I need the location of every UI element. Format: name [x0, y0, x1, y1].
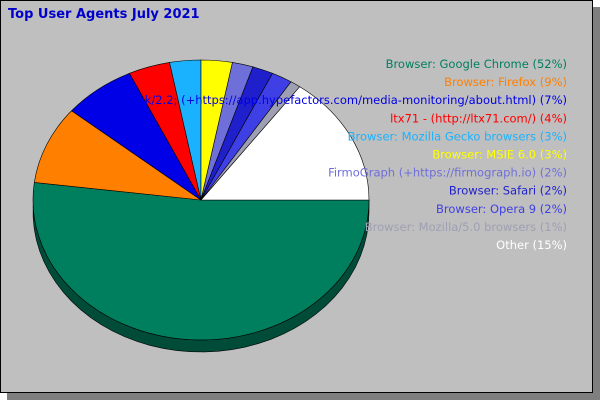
chart-title: Top User Agents July 2021	[8, 7, 200, 22]
legend-entry: Browser: Opera 9 (2%)	[436, 202, 567, 216]
legend-entry: Browser: Safari (2%)	[449, 184, 567, 198]
pie-slice	[200, 86, 370, 201]
legend-entry: FirmoGraph (+https://firmograph.io) (2%)	[328, 166, 567, 180]
pie-slices	[32, 59, 370, 341]
pie-slice	[32, 182, 370, 341]
legend-entry: Buck/2.2; (+https://app.hypefactors.com/…	[123, 93, 567, 107]
legend-entry: Other (15%)	[496, 238, 567, 252]
legend-entry: Browser: Mozilla Gecko browsers (3%)	[348, 129, 567, 143]
legend-entry: Browser: MSIE 6.0 (3%)	[432, 148, 567, 162]
legend-entry: ltx71 - (http://ltx71.com/) (4%)	[390, 111, 567, 125]
legend-entry: Browser: Mozilla/5.0 browsers (1%)	[365, 220, 567, 234]
pie-slice	[33, 110, 202, 201]
legend-entry: Browser: Google Chrome (52%)	[386, 57, 567, 71]
legend-entry: Browser: Firefox (9%)	[444, 75, 567, 89]
legend: Browser: Google Chrome (52%) Browser: Fir…	[123, 57, 567, 252]
